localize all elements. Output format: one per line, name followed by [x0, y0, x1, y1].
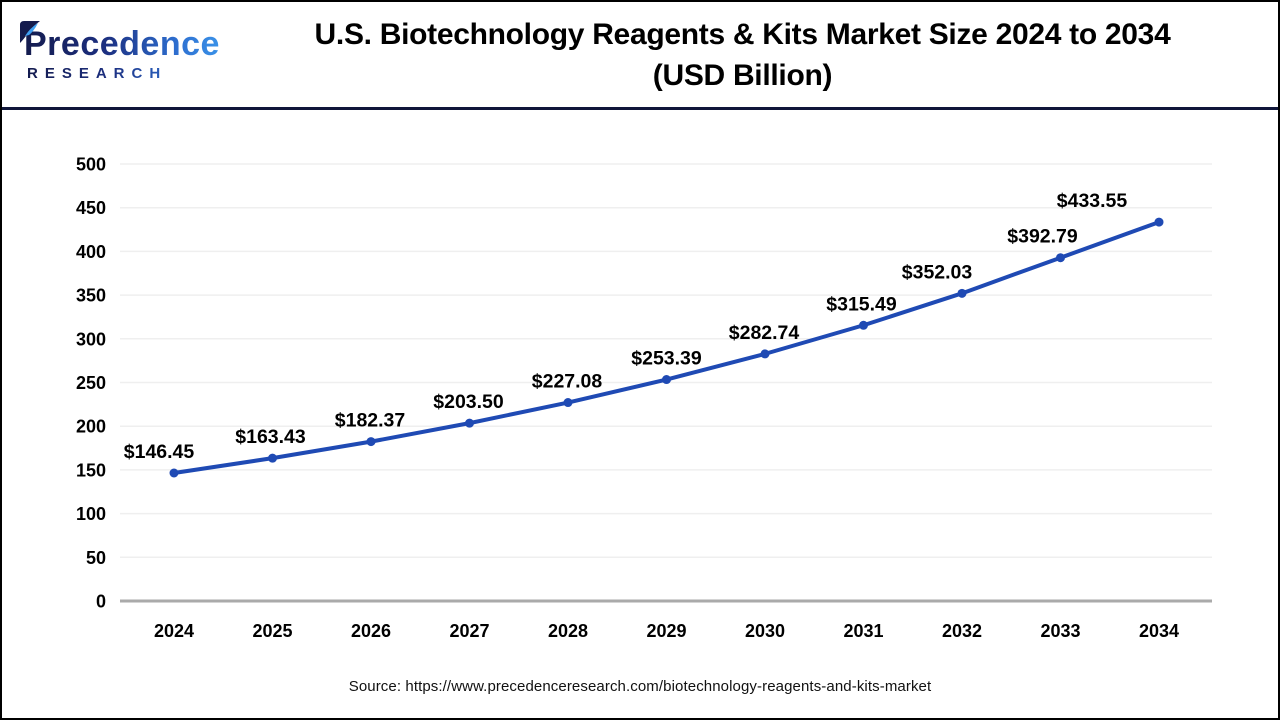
y-tick-label: 400	[76, 242, 106, 262]
data-point	[268, 453, 277, 463]
data-point	[760, 349, 770, 359]
y-tick-label: 250	[76, 373, 106, 393]
header: Precedence RESEARCH U.S. Biotechnology R…	[2, 2, 1278, 110]
precedence-research-logo: Precedence RESEARCH	[2, 21, 237, 82]
x-tick-label: 2025	[252, 621, 292, 641]
x-tick-label: 2034	[1139, 621, 1179, 641]
y-tick-label: 500	[76, 155, 106, 175]
y-tick-label: 50	[86, 548, 106, 568]
data-point	[957, 288, 967, 298]
data-point-label: $315.49	[826, 293, 897, 315]
data-point-label: $203.50	[433, 391, 504, 413]
y-tick-label: 150	[76, 460, 106, 480]
chart-title-line1: U.S. Biotechnology Reagents & Kits Marke…	[314, 17, 1171, 51]
y-tick-label: 350	[76, 286, 106, 306]
data-point	[1056, 253, 1065, 263]
data-point-label: $227.08	[532, 371, 603, 393]
x-tick-label: 2029	[646, 621, 686, 641]
data-point	[662, 375, 671, 385]
y-tick-label: 200	[76, 417, 106, 437]
data-point-label: $146.45	[124, 441, 195, 463]
data-point	[1154, 217, 1164, 227]
source-attribution: Source: https://www.precedenceresearch.c…	[348, 678, 932, 695]
x-tick-label: 2027	[449, 621, 489, 641]
x-tick-label: 2033	[1040, 621, 1080, 641]
data-point-label: $392.79	[1007, 226, 1078, 248]
x-tick-label: 2026	[351, 621, 391, 641]
y-tick-label: 300	[76, 329, 106, 349]
x-tick-label: 2031	[843, 621, 883, 641]
data-point	[859, 320, 868, 330]
data-point-label: $253.39	[631, 348, 702, 370]
data-point-label: $163.43	[235, 426, 306, 448]
x-tick-label: 2030	[745, 621, 785, 641]
chart-area: 0 50 100 150 200 250 300 350 400 450 500 2024 2025 20…	[76, 155, 1212, 641]
x-tick-label: 2024	[154, 621, 194, 641]
data-point-label: $433.55	[1057, 190, 1128, 212]
x-tick-label: 2028	[548, 621, 588, 641]
y-tick-label: 450	[76, 198, 106, 218]
x-tick-label: 2032	[942, 621, 982, 641]
data-point	[169, 468, 179, 478]
chart-title: U.S. Biotechnology Reagents & Kits Marke…	[237, 14, 1278, 96]
data-point	[563, 398, 573, 408]
chart-title-line2: (USD Billion)	[652, 58, 833, 92]
data-point	[465, 418, 474, 428]
data-point-label: $352.03	[902, 261, 973, 283]
y-tick-label: 100	[76, 504, 106, 524]
data-point-label: $282.74	[729, 322, 800, 344]
logo-brand-subtext: RESEARCH	[24, 65, 237, 82]
y-tick-label: 0	[96, 592, 106, 612]
logo-brand-text: Precedence	[24, 26, 237, 63]
data-point	[366, 437, 376, 447]
logo-leaf-icon	[20, 21, 40, 44]
data-point-label: $182.37	[335, 410, 406, 432]
